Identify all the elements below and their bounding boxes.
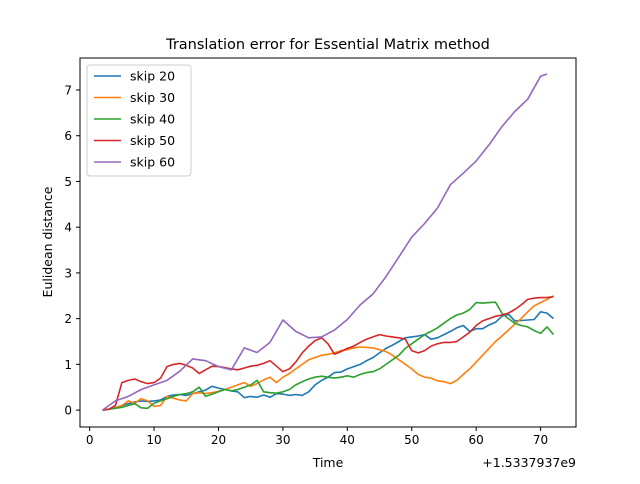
x-tick-label: 40 bbox=[340, 433, 355, 447]
axes: 0 10 20 30 40 50 60 70 0 1 2 3 4 5 6 7 bbox=[64, 84, 548, 447]
y-tick-label: 5 bbox=[64, 175, 72, 189]
plot-frame bbox=[79, 57, 577, 428]
series-line-skip-50 bbox=[102, 295, 554, 411]
x-tick-label: 0 bbox=[86, 433, 94, 447]
y-axis-label: Eulidean distance bbox=[40, 186, 55, 297]
x-tick-label: 60 bbox=[469, 433, 484, 447]
y-tick-label: 4 bbox=[64, 221, 72, 235]
x-axis-label: Time bbox=[312, 455, 344, 470]
y-tick-label: 3 bbox=[64, 266, 72, 280]
x-tick-label: 50 bbox=[404, 433, 419, 447]
x-tick-label: 20 bbox=[211, 433, 226, 447]
series-line-skip-60 bbox=[102, 73, 548, 411]
legend-label-skip-30: skip 30 bbox=[130, 90, 175, 105]
x-tick-label: 70 bbox=[533, 433, 548, 447]
legend-label-skip-40: skip 40 bbox=[130, 112, 175, 127]
legend-label-skip-20: skip 20 bbox=[130, 69, 175, 84]
legend-box bbox=[86, 64, 192, 177]
x-tick-label: 30 bbox=[275, 433, 290, 447]
legend: skip 20 skip 30 skip 40 skip 50 skip 60 bbox=[86, 64, 192, 177]
legend-label-skip-50: skip 50 bbox=[130, 133, 175, 148]
chart-title: Translation error for Essential Matrix m… bbox=[165, 37, 490, 53]
y-tick-label: 1 bbox=[64, 358, 72, 372]
y-tick-label: 6 bbox=[64, 129, 72, 143]
y-tick-label: 2 bbox=[64, 312, 72, 326]
series-line-skip-30 bbox=[102, 295, 554, 411]
legend-label-skip-60: skip 60 bbox=[130, 155, 175, 170]
y-tick-label: 0 bbox=[64, 404, 72, 418]
series-line-skip-40 bbox=[102, 301, 555, 411]
x-axis-offset-label: +1.5337937e9 bbox=[482, 455, 576, 470]
plot-lines bbox=[102, 73, 555, 411]
x-tick-label: 10 bbox=[146, 433, 161, 447]
y-tick-label: 7 bbox=[64, 84, 72, 98]
